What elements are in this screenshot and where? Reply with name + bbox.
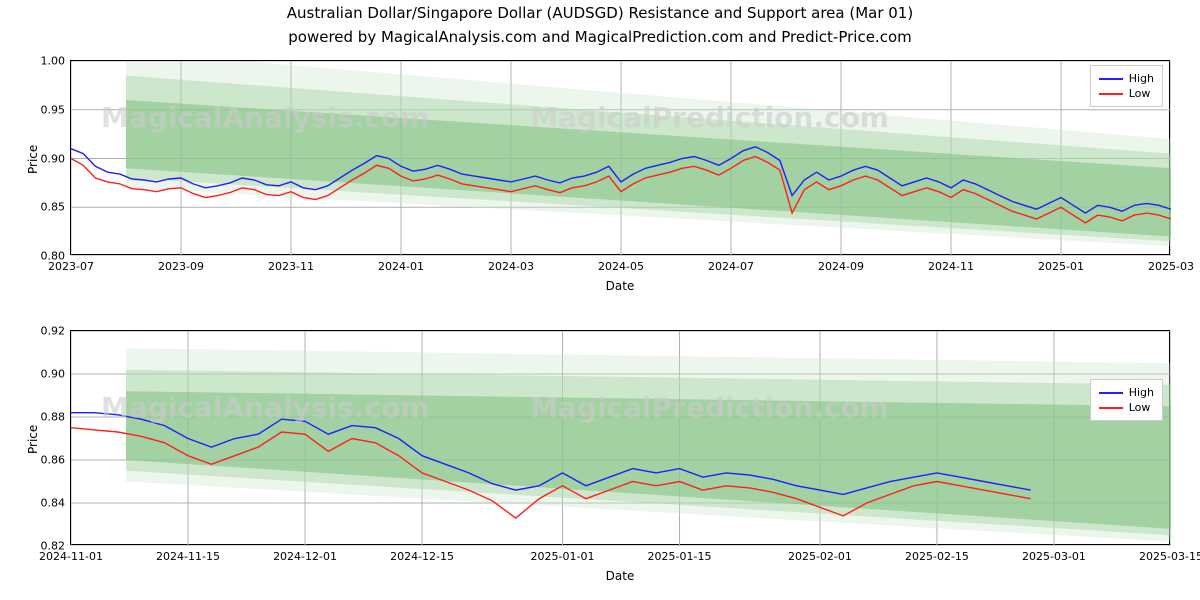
y-tick: 0.88 bbox=[41, 411, 72, 424]
legend-item-low: Low bbox=[1099, 87, 1154, 100]
y-tick: 0.85 bbox=[41, 201, 72, 214]
x-tick: 2025-03 bbox=[1148, 254, 1194, 273]
y-tick: 0.92 bbox=[41, 325, 72, 338]
x-tick: 2024-07 bbox=[708, 254, 754, 273]
legend-label-low-2: Low bbox=[1129, 401, 1151, 414]
y-tick: 0.84 bbox=[41, 497, 72, 510]
x-tick: 2023-07 bbox=[48, 254, 94, 273]
legend-top: High Low bbox=[1090, 65, 1163, 107]
chart-panel-top: MagicalAnalysis.com MagicalPrediction.co… bbox=[70, 60, 1170, 255]
x-tick: 2024-11 bbox=[928, 254, 974, 273]
y-axis-label-bottom: Price bbox=[26, 424, 40, 453]
x-tick: 2025-01-15 bbox=[648, 544, 712, 563]
x-axis-label-bottom: Date bbox=[70, 569, 1170, 583]
legend-swatch-low-2 bbox=[1099, 407, 1123, 409]
x-tick: 2024-03 bbox=[488, 254, 534, 273]
figure: Australian Dollar/Singapore Dollar (AUDS… bbox=[0, 0, 1200, 600]
y-tick: 0.90 bbox=[41, 368, 72, 381]
x-tick: 2023-11 bbox=[268, 254, 314, 273]
y-tick: 0.86 bbox=[41, 454, 72, 467]
y-tick: 0.95 bbox=[41, 103, 72, 116]
x-tick: 2024-11-15 bbox=[156, 544, 220, 563]
chart-panel-bottom: MagicalAnalysis.com MagicalPrediction.co… bbox=[70, 330, 1170, 545]
x-tick: 2025-01 bbox=[1038, 254, 1084, 273]
chart-plot-bottom bbox=[71, 331, 1171, 546]
legend-bottom: High Low bbox=[1090, 379, 1163, 421]
legend-label-high-2: High bbox=[1129, 386, 1154, 399]
x-tick: 2025-03-15 bbox=[1139, 544, 1200, 563]
chart-title-sub: powered by MagicalAnalysis.com and Magic… bbox=[0, 28, 1200, 46]
x-tick: 2024-05 bbox=[598, 254, 644, 273]
legend-label-low: Low bbox=[1129, 87, 1151, 100]
legend-item-high-2: High bbox=[1099, 386, 1154, 399]
y-tick: 0.90 bbox=[41, 152, 72, 165]
legend-swatch-high-2 bbox=[1099, 392, 1123, 394]
y-axis-label-top: Price bbox=[26, 144, 40, 173]
y-tick: 1.00 bbox=[41, 55, 72, 68]
x-tick: 2025-02-15 bbox=[905, 544, 969, 563]
legend-label-high: High bbox=[1129, 72, 1154, 85]
x-tick: 2025-02-01 bbox=[788, 544, 852, 563]
chart-plot-top bbox=[71, 61, 1171, 256]
x-tick: 2024-12-15 bbox=[390, 544, 454, 563]
x-axis-label-top: Date bbox=[70, 279, 1170, 293]
x-tick: 2023-09 bbox=[158, 254, 204, 273]
x-tick: 2025-03-01 bbox=[1022, 544, 1086, 563]
chart-title-main: Australian Dollar/Singapore Dollar (AUDS… bbox=[0, 4, 1200, 22]
x-tick: 2025-01-01 bbox=[531, 544, 595, 563]
x-tick: 2024-12-01 bbox=[273, 544, 337, 563]
legend-item-high: High bbox=[1099, 72, 1154, 85]
legend-swatch-high bbox=[1099, 78, 1123, 80]
x-tick: 2024-01 bbox=[378, 254, 424, 273]
x-tick: 2024-11-01 bbox=[39, 544, 103, 563]
legend-item-low-2: Low bbox=[1099, 401, 1154, 414]
legend-swatch-low bbox=[1099, 93, 1123, 95]
x-tick: 2024-09 bbox=[818, 254, 864, 273]
